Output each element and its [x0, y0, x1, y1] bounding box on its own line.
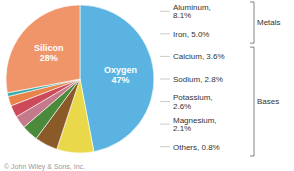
svg-text:Bases: Bases: [257, 97, 279, 106]
svg-text:Calcium, 3.6%: Calcium, 3.6%: [173, 52, 225, 61]
svg-text:Others, 0.8%: Others, 0.8%: [173, 143, 220, 152]
svg-text:Metals: Metals: [257, 18, 281, 27]
svg-text:Oxygen47%: Oxygen47%: [104, 65, 137, 85]
svg-text:Silicon28%: Silicon28%: [34, 43, 64, 63]
html-text:© John Wiley & Sons, Inc.: © John Wiley & Sons, Inc.: [4, 163, 85, 170]
svg-text:Potassium,2.6%: Potassium,2.6%: [173, 93, 213, 111]
svg-text:Aluminum,8.1%: Aluminum,8.1%: [173, 3, 211, 21]
svg-text:Iron, 5.0%: Iron, 5.0%: [173, 30, 209, 39]
svg-text:Magnesium,2.1%: Magnesium,2.1%: [173, 116, 217, 134]
svg-text:Sodium, 2.8%: Sodium, 2.8%: [173, 75, 223, 84]
